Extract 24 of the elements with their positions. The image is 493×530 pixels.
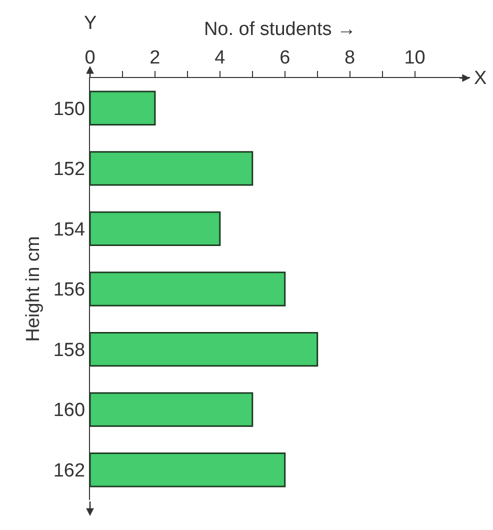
y-tick-label: 158 <box>53 340 86 361</box>
text: Y <box>84 13 97 34</box>
y-tick-label: 152 <box>53 159 86 180</box>
y-tick-label: 162 <box>53 460 86 482</box>
bar <box>90 452 286 488</box>
x-tick-label: 8 <box>344 47 356 68</box>
x-tick-label: 4 <box>214 47 226 68</box>
x-tick-label: 6 <box>280 47 290 68</box>
bar <box>90 90 156 126</box>
bar <box>90 392 254 427</box>
text: X <box>474 68 487 89</box>
y-tick-label: 150 <box>53 98 86 120</box>
y-tick-label: 154 <box>53 219 86 240</box>
y-tick-label: 156 <box>53 280 86 301</box>
bar <box>90 332 318 367</box>
x-axis-title: No. of students → <box>204 19 356 40</box>
bar <box>90 272 286 306</box>
x-tick-label: 0 <box>84 47 96 68</box>
bar <box>90 151 254 186</box>
y-axis-title: Height in cm <box>23 236 44 342</box>
y-tick-label: 160 <box>53 400 86 422</box>
x-tick-label: 2 <box>150 47 160 68</box>
x-tick-label: 10 <box>404 47 426 68</box>
bar <box>90 211 221 246</box>
